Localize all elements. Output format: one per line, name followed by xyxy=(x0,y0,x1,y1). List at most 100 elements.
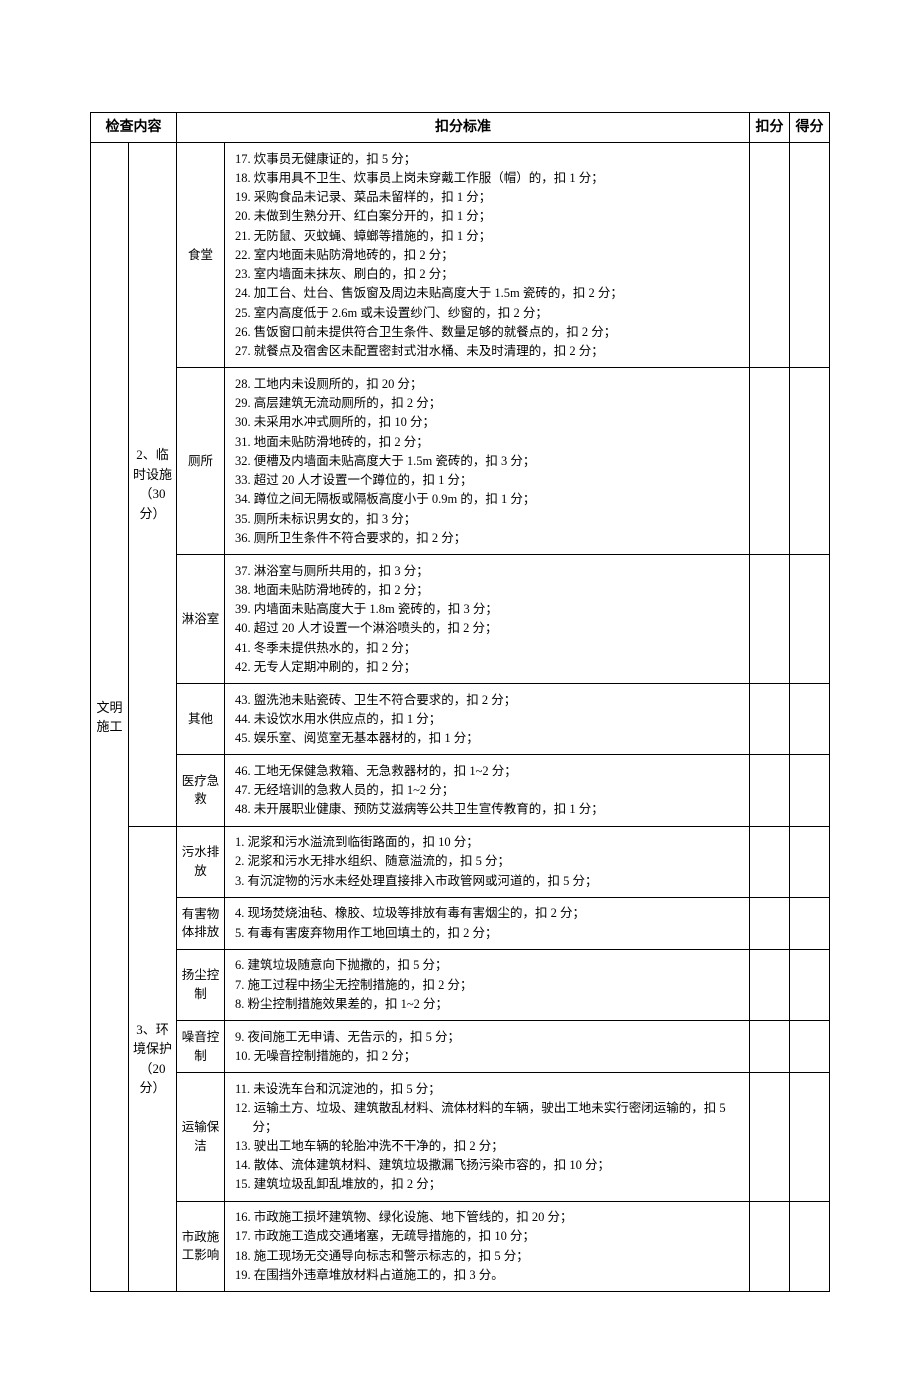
table-row: 扬尘控制 6. 建筑垃圾随意向下抛撒的，扣 5 分；7. 施工过程中扬尘无控制措… xyxy=(91,949,830,1020)
sub-label: 扬尘控制 xyxy=(177,949,225,1020)
criteria-cell: 9. 夜间施工无申请、无告示的，扣 5 分；10. 无噪音控制措施的，扣 2 分… xyxy=(225,1021,750,1073)
table-row: 3、环境保护（20分） 污水排放 1. 泥浆和污水溢流到临街路面的，扣 10 分… xyxy=(91,826,830,897)
criteria-item: 8. 粉尘控制措施效果差的，扣 1~2 分； xyxy=(235,995,741,1014)
criteria-item: 45. 娱乐室、阅览室无基本器材的，扣 1 分； xyxy=(235,729,741,748)
criteria-item: 43. 盥洗池未贴瓷砖、卫生不符合要求的，扣 2 分； xyxy=(235,691,741,710)
header-criteria: 扣分标准 xyxy=(177,113,750,143)
sub-label: 厕所 xyxy=(177,368,225,555)
table-row: 文明施工 2、临时设施（30分） 食堂 17. 炊事员无健康证的，扣 5 分；1… xyxy=(91,143,830,368)
score-cell xyxy=(790,555,830,684)
criteria-cell: 37. 淋浴室与厕所共用的，扣 3 分；38. 地面未贴防滑地砖的，扣 2 分；… xyxy=(225,555,750,684)
criteria-item: 29. 高层建筑无流动厕所的，扣 2 分； xyxy=(235,394,741,413)
sub-label: 食堂 xyxy=(177,143,225,368)
table-row: 其他 43. 盥洗池未贴瓷砖、卫生不符合要求的，扣 2 分；44. 未设饮水用水… xyxy=(91,684,830,755)
deduct-cell xyxy=(750,684,790,755)
sub-label: 医疗急救 xyxy=(177,755,225,826)
sub-label: 其他 xyxy=(177,684,225,755)
sub-label: 有害物体排放 xyxy=(177,897,225,949)
score-cell xyxy=(790,755,830,826)
criteria-item: 20. 未做到生熟分开、红白案分开的，扣 1 分； xyxy=(235,207,741,226)
criteria-item: 35. 厕所未标识男女的，扣 3 分； xyxy=(235,510,741,529)
criteria-item: 4. 现场焚烧油毡、橡胶、垃圾等排放有毒有害烟尘的，扣 2 分； xyxy=(235,904,741,923)
criteria-cell: 11. 未设洗车台和沉淀池的，扣 5 分；12. 运输土方、垃圾、建筑散乱材料、… xyxy=(225,1073,750,1202)
criteria-item: 22. 室内地面未贴防滑地砖的，扣 2 分； xyxy=(235,246,741,265)
criteria-item: 1. 泥浆和污水溢流到临街路面的，扣 10 分； xyxy=(235,833,741,852)
criteria-item: 37. 淋浴室与厕所共用的，扣 3 分； xyxy=(235,562,741,581)
criteria-item: 10. 无噪音控制措施的，扣 2 分； xyxy=(235,1047,741,1066)
deduct-cell xyxy=(750,949,790,1020)
deduct-cell xyxy=(750,755,790,826)
criteria-item: 46. 工地无保健急救箱、无急救器材的，扣 1~2 分； xyxy=(235,762,741,781)
header-score: 得分 xyxy=(790,113,830,143)
header-row: 检查内容 扣分标准 扣分 得分 xyxy=(91,113,830,143)
criteria-item: 32. 便槽及内墙面未贴高度大于 1.5m 瓷砖的，扣 3 分； xyxy=(235,452,741,471)
sub-label: 噪音控制 xyxy=(177,1021,225,1073)
table-row: 有害物体排放 4. 现场焚烧油毡、橡胶、垃圾等排放有毒有害烟尘的，扣 2 分；5… xyxy=(91,897,830,949)
sub-label: 污水排放 xyxy=(177,826,225,897)
score-cell xyxy=(790,826,830,897)
criteria-cell: 28. 工地内未设厕所的，扣 20 分；29. 高层建筑无流动厕所的，扣 2 分… xyxy=(225,368,750,555)
criteria-item: 27. 就餐点及宿舍区未配置密封式泔水桶、未及时清理的，扣 2 分； xyxy=(235,342,741,361)
criteria-item: 26. 售饭窗口前未提供符合卫生条件、数量足够的就餐点的，扣 2 分； xyxy=(235,323,741,342)
criteria-cell: 46. 工地无保健急救箱、无急救器材的，扣 1~2 分；47. 无经培训的急救人… xyxy=(225,755,750,826)
criteria-item: 15. 建筑垃圾乱卸乱堆放的，扣 2 分； xyxy=(235,1175,741,1194)
criteria-item: 2. 泥浆和污水无排水组织、随意溢流的，扣 5 分； xyxy=(235,852,741,871)
score-cell xyxy=(790,1201,830,1292)
criteria-item: 33. 超过 20 人才设置一个蹲位的，扣 1 分； xyxy=(235,471,741,490)
criteria-item: 19. 在围挡外违章堆放材料占道施工的，扣 3 分。 xyxy=(235,1266,741,1285)
criteria-item: 18. 施工现场无交通导向标志和警示标志的，扣 5 分； xyxy=(235,1247,741,1266)
criteria-item: 9. 夜间施工无申请、无告示的，扣 5 分； xyxy=(235,1028,741,1047)
criteria-item: 21. 无防鼠、灭蚊蝇、蟑螂等措施的，扣 1 分； xyxy=(235,227,741,246)
criteria-item: 48. 未开展职业健康、预防艾滋病等公共卫生宣传教育的，扣 1 分； xyxy=(235,800,741,819)
criteria-item: 39. 内墙面未贴高度大于 1.8m 瓷砖的，扣 3 分； xyxy=(235,600,741,619)
main-category: 文明施工 xyxy=(91,143,129,1292)
sub-label: 运输保洁 xyxy=(177,1073,225,1202)
criteria-item: 6. 建筑垃圾随意向下抛撒的，扣 5 分； xyxy=(235,956,741,975)
score-cell xyxy=(790,1021,830,1073)
criteria-item: 19. 采购食品未记录、菜品未留样的，扣 1 分； xyxy=(235,188,741,207)
criteria-item: 18. 炊事用具不卫生、炊事员上岗未穿戴工作服（帽）的，扣 1 分； xyxy=(235,169,741,188)
criteria-item: 14. 散体、流体建筑材料、建筑垃圾撒漏飞扬污染市容的，扣 10 分； xyxy=(235,1156,741,1175)
table-row: 厕所 28. 工地内未设厕所的，扣 20 分；29. 高层建筑无流动厕所的，扣 … xyxy=(91,368,830,555)
criteria-item: 31. 地面未贴防滑地砖的，扣 2 分； xyxy=(235,433,741,452)
deduct-cell xyxy=(750,1073,790,1202)
criteria-item: 28. 工地内未设厕所的，扣 20 分； xyxy=(235,375,741,394)
header-inspect: 检查内容 xyxy=(91,113,177,143)
deduct-cell xyxy=(750,1021,790,1073)
table-row: 噪音控制 9. 夜间施工无申请、无告示的，扣 5 分；10. 无噪音控制措施的，… xyxy=(91,1021,830,1073)
sub-label: 市政施工影响 xyxy=(177,1201,225,1292)
table-row: 医疗急救 46. 工地无保健急救箱、无急救器材的，扣 1~2 分；47. 无经培… xyxy=(91,755,830,826)
criteria-item: 30. 未采用水冲式厕所的，扣 10 分； xyxy=(235,413,741,432)
criteria-item: 5. 有毒有害废弃物用作工地回填土的，扣 2 分； xyxy=(235,924,741,943)
criteria-item: 42. 无专人定期冲刷的，扣 2 分； xyxy=(235,658,741,677)
header-deduct: 扣分 xyxy=(750,113,790,143)
deduct-cell xyxy=(750,143,790,368)
section-3-label: 3、环境保护（20分） xyxy=(129,826,177,1292)
criteria-item: 44. 未设饮水用水供应点的，扣 1 分； xyxy=(235,710,741,729)
criteria-item: 3. 有沉淀物的污水未经处理直接排入市政管网或河道的，扣 5 分； xyxy=(235,872,741,891)
criteria-item: 17. 市政施工造成交通堵塞，无疏导措施的，扣 10 分； xyxy=(235,1227,741,1246)
inspection-table: 检查内容 扣分标准 扣分 得分 文明施工 2、临时设施（30分） 食堂 17. … xyxy=(90,112,830,1292)
criteria-item: 17. 炊事员无健康证的，扣 5 分； xyxy=(235,150,741,169)
score-cell xyxy=(790,897,830,949)
score-cell xyxy=(790,684,830,755)
criteria-cell: 16. 市政施工损坏建筑物、绿化设施、地下管线的，扣 20 分；17. 市政施工… xyxy=(225,1201,750,1292)
criteria-item: 12. 运输土方、垃圾、建筑散乱材料、流体材料的车辆，驶出工地未实行密闭运输的，… xyxy=(235,1099,741,1137)
criteria-item: 24. 加工台、灶台、售饭窗及周边未贴高度大于 1.5m 瓷砖的，扣 2 分； xyxy=(235,284,741,303)
criteria-item: 23. 室内墙面未抹灰、刷白的，扣 2 分； xyxy=(235,265,741,284)
score-cell xyxy=(790,368,830,555)
table-row: 淋浴室 37. 淋浴室与厕所共用的，扣 3 分；38. 地面未贴防滑地砖的，扣 … xyxy=(91,555,830,684)
deduct-cell xyxy=(750,897,790,949)
criteria-cell: 1. 泥浆和污水溢流到临街路面的，扣 10 分；2. 泥浆和污水无排水组织、随意… xyxy=(225,826,750,897)
table-row: 市政施工影响 16. 市政施工损坏建筑物、绿化设施、地下管线的，扣 20 分；1… xyxy=(91,1201,830,1292)
criteria-item: 40. 超过 20 人才设置一个淋浴喷头的，扣 2 分； xyxy=(235,619,741,638)
criteria-item: 11. 未设洗车台和沉淀池的，扣 5 分； xyxy=(235,1080,741,1099)
criteria-item: 7. 施工过程中扬尘无控制措施的，扣 2 分； xyxy=(235,976,741,995)
section-2-label: 2、临时设施（30分） xyxy=(129,143,177,827)
criteria-item: 36. 厕所卫生条件不符合要求的，扣 2 分； xyxy=(235,529,741,548)
score-cell xyxy=(790,949,830,1020)
criteria-item: 41. 冬季未提供热水的，扣 2 分； xyxy=(235,639,741,658)
criteria-cell: 17. 炊事员无健康证的，扣 5 分；18. 炊事用具不卫生、炊事员上岗未穿戴工… xyxy=(225,143,750,368)
deduct-cell xyxy=(750,1201,790,1292)
criteria-item: 47. 无经培训的急救人员的，扣 1~2 分； xyxy=(235,781,741,800)
